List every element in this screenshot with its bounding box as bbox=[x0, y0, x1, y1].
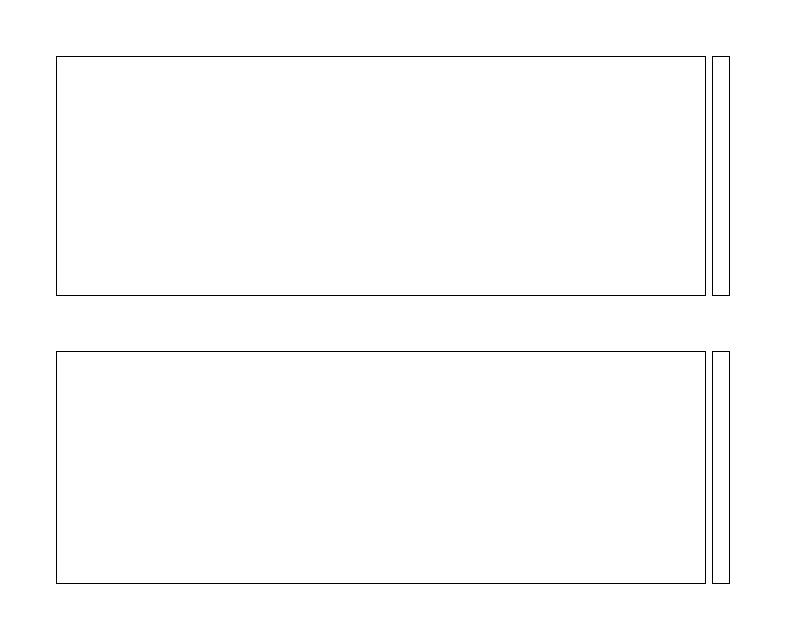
spectrogram-pol-i bbox=[56, 56, 706, 296]
colorbar-pol-i-canvas bbox=[713, 57, 729, 295]
colorbar-pol-vi-canvas bbox=[713, 352, 729, 583]
colorbar-pol-i bbox=[712, 56, 730, 296]
spectrogram-pol-i-canvas bbox=[57, 57, 705, 295]
colorbar-pol-vi bbox=[712, 351, 730, 584]
spectrogram-pol-vi bbox=[56, 351, 706, 584]
spectrogram-pol-vi-canvas bbox=[57, 352, 705, 583]
